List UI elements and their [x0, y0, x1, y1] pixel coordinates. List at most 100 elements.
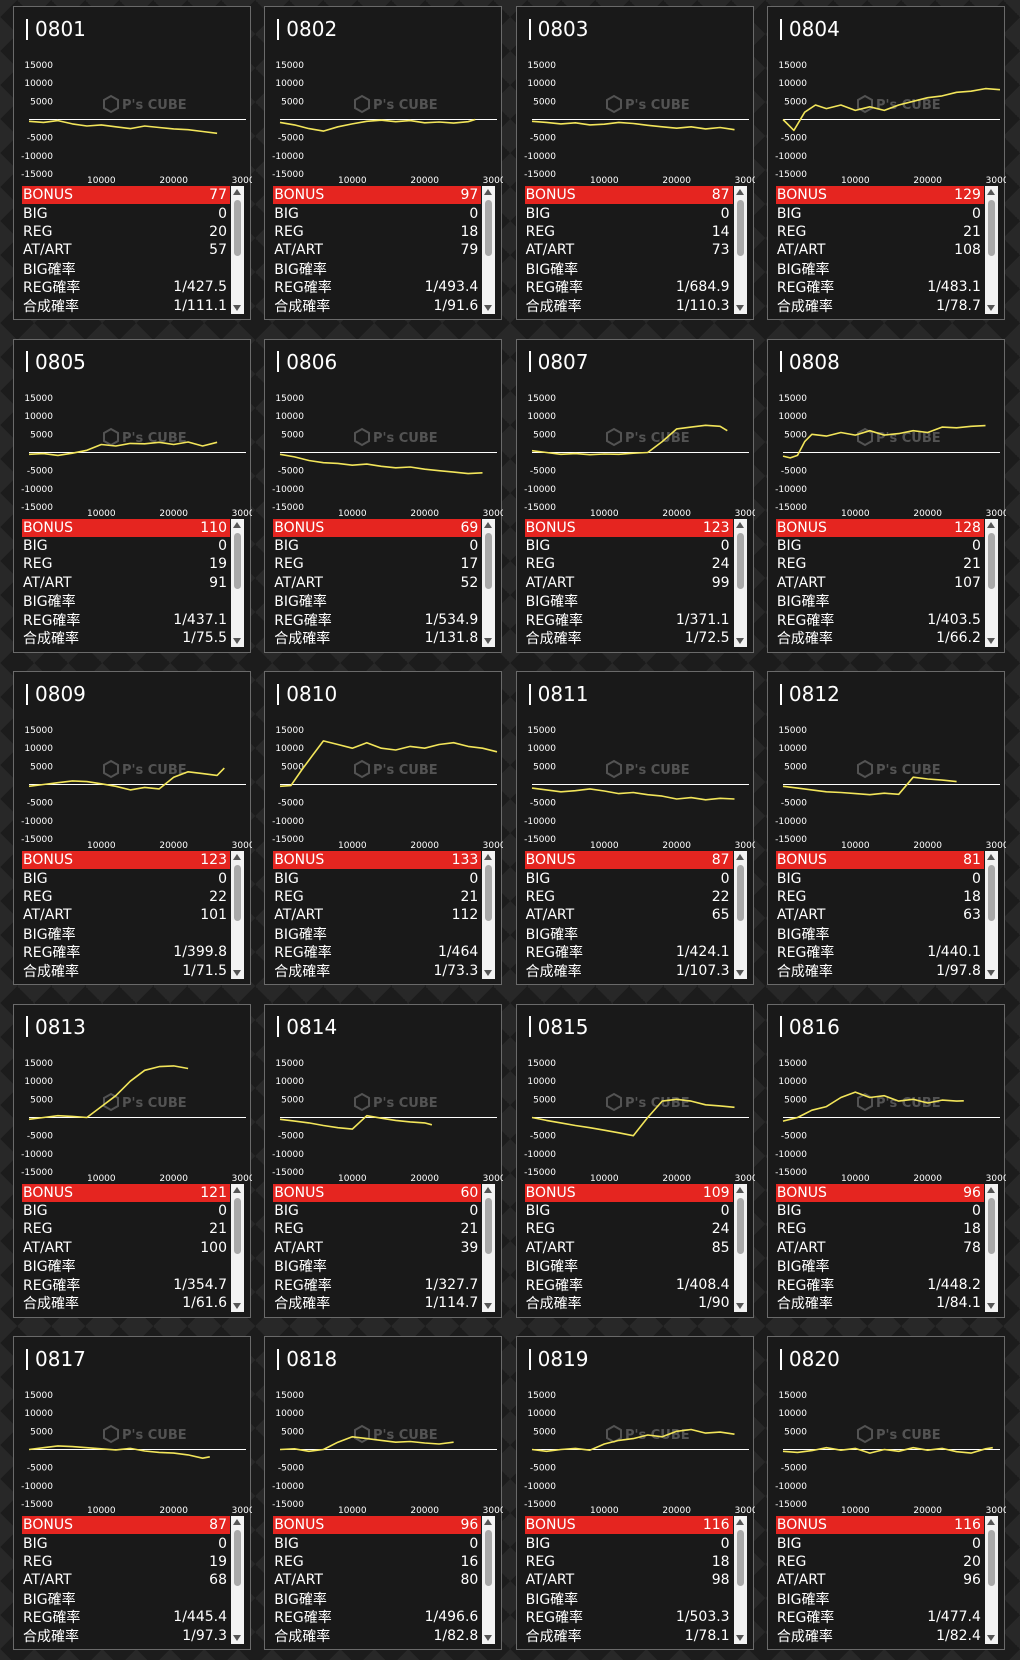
machine-card[interactable]: 0807 P's CUBE 15000 10000 5000 -5000 -10000 -1…: [515, 338, 755, 653]
scroll-up-arrow-icon[interactable]: [986, 521, 995, 528]
scroll-thumb[interactable]: [736, 532, 744, 589]
scroll-down-arrow-icon[interactable]: [735, 1302, 744, 1309]
scroll-down-arrow-icon[interactable]: [986, 637, 995, 644]
scroll-thumb[interactable]: [987, 865, 995, 921]
stats-scrollbar[interactable]: [984, 186, 998, 314]
machine-number[interactable]: 0820: [788, 1347, 840, 1371]
machine-number[interactable]: 0815: [537, 1014, 589, 1039]
scroll-up-arrow-icon[interactable]: [233, 1186, 241, 1193]
machine-card[interactable]: 0808 P's CUBE 15000 10000 5000 -5000 -10000 -1…: [766, 338, 1006, 653]
machine-card[interactable]: 0811 P's CUBE 15000 10000 5000 -5000 -10000 -1…: [515, 671, 755, 985]
scroll-thumb[interactable]: [736, 1197, 744, 1254]
machine-card[interactable]: 0805 P's CUBE 15000 10000 5000 -5000 -10000 -1…: [13, 338, 252, 653]
scroll-thumb[interactable]: [736, 865, 744, 921]
scroll-down-arrow-icon[interactable]: [735, 637, 744, 644]
machine-number[interactable]: 0818: [286, 1347, 338, 1371]
scroll-thumb[interactable]: [736, 1530, 744, 1586]
machine-number[interactable]: 0814: [286, 1014, 338, 1039]
scroll-up-arrow-icon[interactable]: [484, 1186, 493, 1193]
scroll-up-arrow-icon[interactable]: [986, 1519, 995, 1525]
machine-number[interactable]: 0819: [537, 1347, 589, 1371]
machine-number[interactable]: 0811: [537, 682, 589, 706]
machine-number[interactable]: 0804: [788, 17, 840, 41]
scroll-up-arrow-icon[interactable]: [986, 1186, 995, 1193]
machine-number[interactable]: 0813: [35, 1014, 86, 1039]
machine-card[interactable]: 0804 P's CUBE 15000 10000 5000 -5000 -10000 -1…: [766, 6, 1006, 320]
stats-scrollbar[interactable]: [482, 1516, 496, 1644]
scroll-thumb[interactable]: [234, 865, 241, 921]
scroll-down-arrow-icon[interactable]: [735, 970, 744, 976]
machine-card[interactable]: 0820 P's CUBE 15000 10000 5000 -5000 -10000 -1…: [766, 1336, 1006, 1650]
scroll-up-arrow-icon[interactable]: [484, 521, 493, 528]
scroll-down-arrow-icon[interactable]: [484, 1302, 493, 1309]
machine-card[interactable]: 0802 P's CUBE 15000 10000 5000 -5000 -10000 -1…: [264, 6, 503, 320]
scroll-up-arrow-icon[interactable]: [735, 1519, 744, 1525]
machine-card[interactable]: 0818 P's CUBE 15000 10000 5000 -5000 -10000 -1…: [264, 1336, 503, 1650]
machine-card[interactable]: 0801 P's CUBE 15000 10000 5000 -5000 -10000 -1…: [13, 6, 252, 320]
scroll-down-arrow-icon[interactable]: [986, 970, 995, 976]
scroll-thumb[interactable]: [987, 200, 995, 256]
machine-number[interactable]: 0807: [537, 349, 589, 374]
scroll-thumb[interactable]: [987, 532, 995, 589]
machine-card[interactable]: 0803 P's CUBE 15000 10000 5000 -5000 -10000 -1…: [515, 6, 755, 320]
scroll-up-arrow-icon[interactable]: [986, 854, 995, 860]
scroll-down-arrow-icon[interactable]: [233, 305, 241, 311]
stats-scrollbar[interactable]: [482, 186, 496, 314]
stats-scrollbar[interactable]: [733, 1516, 747, 1644]
machine-card[interactable]: 0809 P's CUBE 15000 10000 5000 -5000 -10000 -1…: [13, 671, 252, 985]
machine-number[interactable]: 0802: [286, 17, 338, 41]
machine-number[interactable]: 0805: [35, 349, 86, 374]
machine-number[interactable]: 0816: [788, 1014, 840, 1039]
stats-scrollbar[interactable]: [733, 518, 747, 647]
stats-scrollbar[interactable]: [984, 1183, 998, 1312]
scroll-down-arrow-icon[interactable]: [735, 1635, 744, 1641]
machine-card[interactable]: 0819 P's CUBE 15000 10000 5000 -5000 -10000 -1…: [515, 1336, 755, 1650]
scroll-down-arrow-icon[interactable]: [484, 637, 493, 644]
scroll-up-arrow-icon[interactable]: [735, 854, 744, 860]
scroll-down-arrow-icon[interactable]: [484, 305, 493, 311]
scroll-up-arrow-icon[interactable]: [233, 1519, 241, 1525]
scroll-thumb[interactable]: [485, 865, 493, 921]
machine-number[interactable]: 0810: [286, 682, 338, 706]
machine-number[interactable]: 0817: [35, 1347, 86, 1371]
machine-number[interactable]: 0806: [286, 349, 338, 374]
scroll-up-arrow-icon[interactable]: [735, 189, 744, 195]
stats-scrollbar[interactable]: [231, 851, 244, 979]
machine-card[interactable]: 0812 P's CUBE 15000 10000 5000 -5000 -10000 -1…: [766, 671, 1006, 985]
scroll-down-arrow-icon[interactable]: [986, 1635, 995, 1641]
stats-scrollbar[interactable]: [984, 851, 998, 979]
scroll-up-arrow-icon[interactable]: [484, 854, 493, 860]
scroll-down-arrow-icon[interactable]: [735, 305, 744, 311]
stats-scrollbar[interactable]: [733, 1183, 747, 1312]
stats-scrollbar[interactable]: [482, 1183, 496, 1312]
scroll-down-arrow-icon[interactable]: [484, 970, 493, 976]
stats-scrollbar[interactable]: [984, 1516, 998, 1644]
machine-card[interactable]: 0810 P's CUBE 15000 10000 5000 -5000 -10000 -1…: [264, 671, 503, 985]
machine-card[interactable]: 0806 P's CUBE 15000 10000 5000 -5000 -10000 -1…: [264, 338, 503, 653]
scroll-up-arrow-icon[interactable]: [735, 521, 744, 528]
machine-number[interactable]: 0808: [788, 349, 840, 374]
scroll-thumb[interactable]: [987, 1197, 995, 1254]
scroll-up-arrow-icon[interactable]: [484, 1519, 493, 1525]
scroll-thumb[interactable]: [485, 532, 493, 589]
scroll-down-arrow-icon[interactable]: [233, 637, 241, 644]
scroll-up-arrow-icon[interactable]: [735, 1186, 744, 1193]
scroll-down-arrow-icon[interactable]: [233, 1302, 241, 1309]
scroll-up-arrow-icon[interactable]: [233, 854, 241, 860]
scroll-up-arrow-icon[interactable]: [233, 189, 241, 195]
machine-card[interactable]: 0817 P's CUBE 15000 10000 5000 -5000 -10000 -1…: [13, 1336, 252, 1650]
machine-number[interactable]: 0801: [35, 17, 86, 41]
stats-scrollbar[interactable]: [231, 1183, 244, 1312]
scroll-thumb[interactable]: [736, 200, 744, 256]
scroll-up-arrow-icon[interactable]: [233, 521, 241, 528]
machine-card[interactable]: 0813 P's CUBE 15000 10000 5000 -5000 -10000 -1…: [13, 1003, 252, 1318]
machine-number[interactable]: 0809: [35, 682, 86, 706]
scroll-thumb[interactable]: [485, 200, 493, 256]
stats-scrollbar[interactable]: [482, 851, 496, 979]
scroll-thumb[interactable]: [234, 532, 241, 589]
stats-scrollbar[interactable]: [231, 518, 244, 647]
scroll-up-arrow-icon[interactable]: [986, 189, 995, 195]
scroll-thumb[interactable]: [485, 1197, 493, 1254]
scroll-thumb[interactable]: [234, 1530, 241, 1586]
scroll-down-arrow-icon[interactable]: [233, 1635, 241, 1641]
